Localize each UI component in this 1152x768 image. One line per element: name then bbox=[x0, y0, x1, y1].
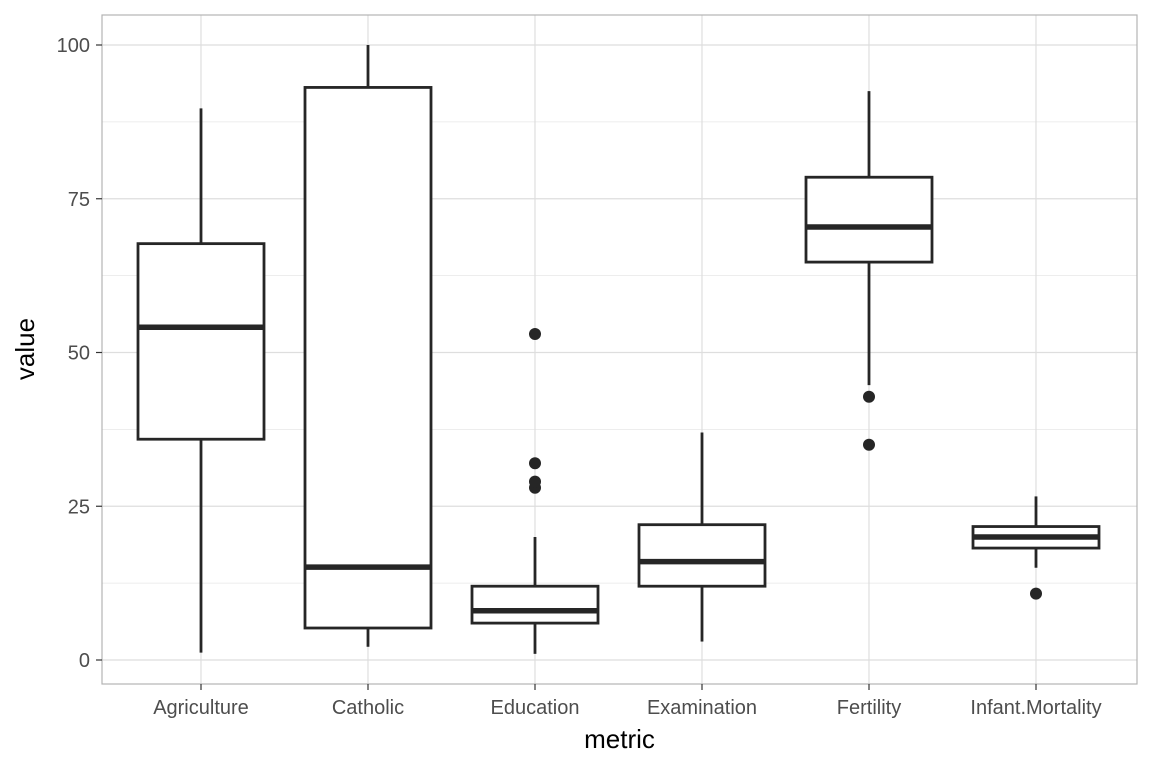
outlier-point bbox=[529, 457, 541, 470]
x-tick-label: Examination bbox=[647, 697, 757, 719]
y-tick-label: 100 bbox=[57, 35, 90, 57]
boxes-layer bbox=[136, 45, 1101, 654]
outlier-point bbox=[863, 390, 875, 403]
box-iqr bbox=[637, 523, 767, 588]
y-tick-label: 0 bbox=[79, 650, 90, 672]
box-iqr bbox=[804, 175, 934, 264]
x-axis-ticks: Agriculture Catholic Education Examination F… bbox=[153, 684, 1102, 719]
box-infant-mortality bbox=[971, 496, 1101, 600]
y-tick-label: 75 bbox=[68, 189, 90, 211]
y-tick-label: 50 bbox=[68, 343, 90, 365]
plot-background bbox=[102, 15, 1137, 684]
x-tick-label: Catholic bbox=[332, 697, 404, 719]
minor-gridlines bbox=[102, 121, 1137, 584]
box-iqr bbox=[470, 584, 600, 625]
x-axis-title: metric bbox=[584, 724, 655, 754]
x-tick-label: Infant.Mortality bbox=[970, 697, 1101, 719]
box-catholic bbox=[303, 45, 433, 647]
box-agriculture bbox=[136, 108, 266, 653]
panel-border bbox=[101, 14, 1138, 685]
box-fertility bbox=[804, 91, 934, 451]
box-iqr bbox=[136, 242, 266, 441]
outlier-point bbox=[529, 475, 541, 488]
box-iqr bbox=[303, 86, 433, 630]
x-tick-label: Education bbox=[491, 697, 580, 719]
y-axis-ticks: 0 25 50 75 100 bbox=[57, 35, 102, 672]
y-tick-label: 25 bbox=[68, 496, 90, 518]
outlier-point bbox=[863, 438, 875, 451]
x-tick-label: Fertility bbox=[837, 697, 901, 719]
x-tick-label: Agriculture bbox=[153, 697, 249, 719]
box-examination bbox=[637, 432, 767, 642]
outlier-point bbox=[1030, 587, 1042, 600]
y-axis-title: value bbox=[10, 318, 40, 380]
box-education bbox=[470, 328, 600, 654]
outlier-point bbox=[529, 328, 541, 341]
